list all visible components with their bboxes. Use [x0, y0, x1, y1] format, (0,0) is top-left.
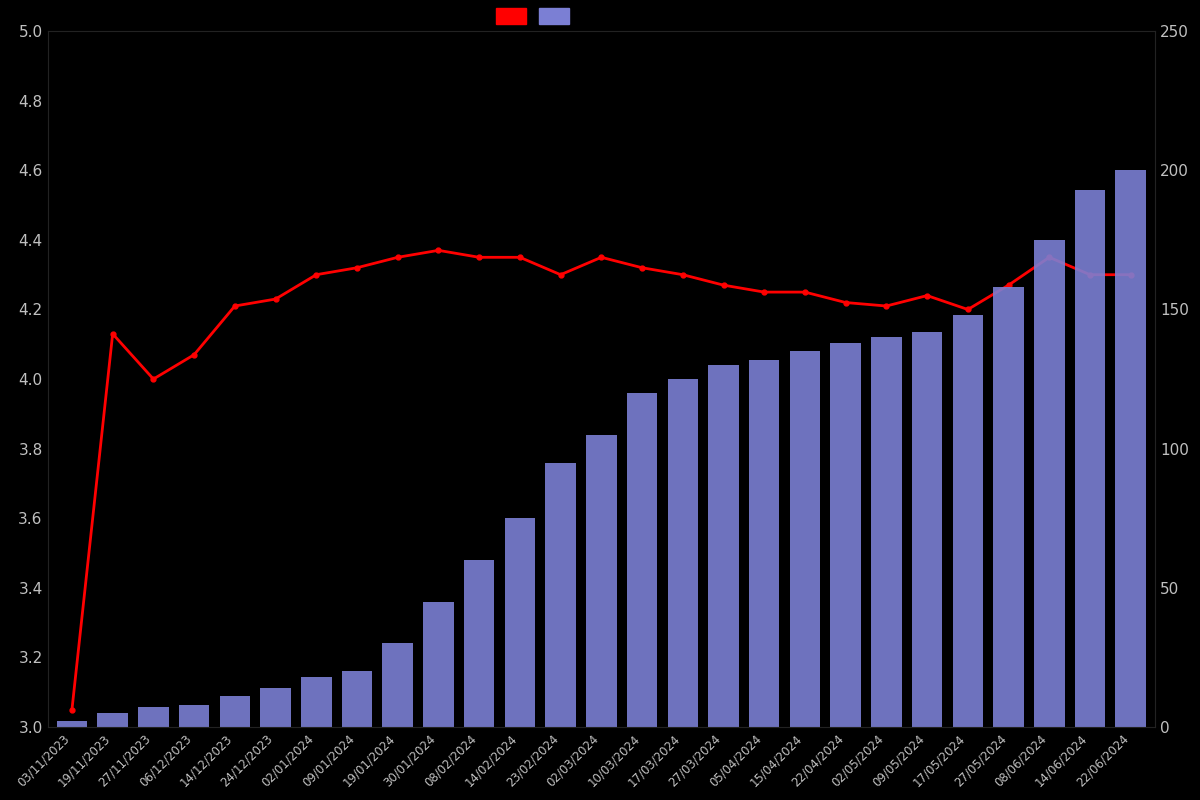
Bar — [1075, 190, 1105, 727]
Bar — [667, 379, 698, 727]
Bar — [830, 343, 860, 727]
Bar — [56, 722, 88, 727]
Bar — [464, 560, 494, 727]
Bar — [545, 462, 576, 727]
Bar — [626, 393, 658, 727]
Bar — [138, 707, 169, 727]
Bar — [424, 602, 454, 727]
Bar — [505, 518, 535, 727]
Bar — [260, 688, 290, 727]
Bar — [1116, 170, 1146, 727]
Bar — [790, 351, 821, 727]
Bar — [586, 434, 617, 727]
Bar — [953, 315, 983, 727]
Bar — [994, 287, 1024, 727]
Bar — [749, 359, 780, 727]
Bar — [342, 671, 372, 727]
Bar — [871, 338, 901, 727]
Bar — [383, 643, 413, 727]
Bar — [97, 713, 128, 727]
Bar — [179, 705, 209, 727]
Bar — [912, 332, 942, 727]
Bar — [1034, 240, 1064, 727]
Legend: , : , — [496, 7, 574, 24]
Bar — [220, 696, 250, 727]
Bar — [301, 677, 331, 727]
Bar — [708, 365, 739, 727]
